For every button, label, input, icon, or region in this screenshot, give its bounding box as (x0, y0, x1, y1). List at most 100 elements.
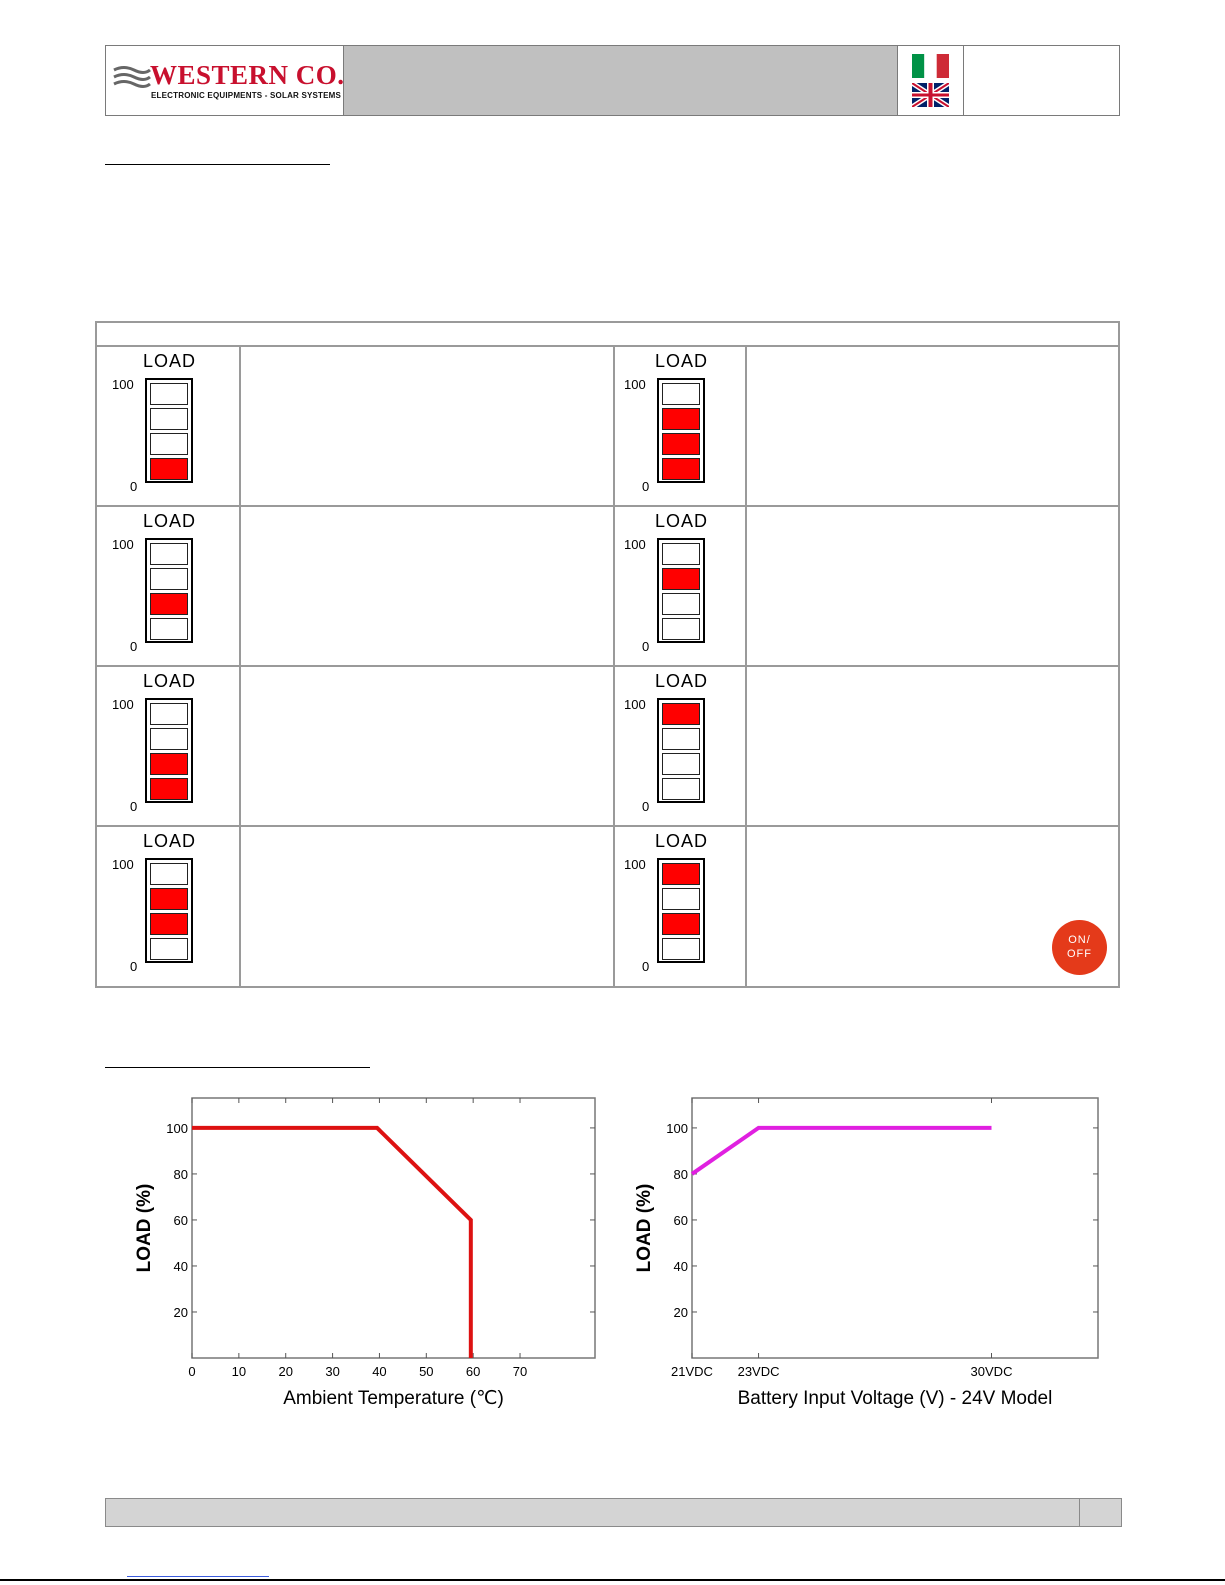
table-divider (97, 345, 1118, 347)
load-segment-lit (150, 593, 188, 615)
load-label: LOAD (655, 351, 709, 371)
scale-min-label: 0 (130, 639, 138, 654)
load-segment-off (150, 383, 188, 405)
load-gauge-cell: LOAD 100 0 (607, 825, 749, 983)
load-gauge-cell: LOAD 100 0 (95, 825, 237, 983)
load-segment-off (662, 543, 700, 565)
load-bar-gauge (145, 538, 193, 643)
on-off-button[interactable]: ON/ OFF (1052, 920, 1107, 975)
load-segment-off (662, 938, 700, 960)
scale-min-label: 0 (642, 959, 650, 974)
scale-max-label: 100 (624, 537, 646, 552)
y-tick-label: 100 (666, 1121, 688, 1136)
scale-max-label: 100 (624, 857, 646, 872)
y-tick-label: 40 (674, 1259, 688, 1274)
footer-link[interactable] (127, 1576, 269, 1577)
y-tick-label: 60 (174, 1213, 188, 1228)
load-gauge-cell: LOAD 100 0 (95, 505, 237, 663)
x-tick-label: 20 (278, 1364, 292, 1379)
load-segment-off (150, 543, 188, 565)
x-tick-label: 70 (513, 1364, 527, 1379)
load-segment-lit (662, 863, 700, 885)
load-segment-off (662, 888, 700, 910)
load-segment-off (662, 383, 700, 405)
scale-min-label: 0 (642, 799, 650, 814)
x-tick-label: 23VDC (738, 1364, 780, 1379)
plot-frame (691, 1097, 1099, 1359)
load-label: LOAD (655, 831, 709, 851)
company-logo: WESTERN CO. ELECTRONIC EQUIPMENTS - SOLA… (106, 46, 344, 115)
load-segment-lit (662, 433, 700, 455)
footer-divider (1079, 1498, 1080, 1527)
table-divider (613, 345, 615, 986)
load-segment-lit (150, 753, 188, 775)
load-bar-gauge (657, 378, 705, 483)
scale-max-label: 100 (112, 377, 134, 392)
load-gauge-cell: LOAD 100 0 (607, 505, 749, 663)
load-gauge-cell: LOAD 100 0 (607, 345, 749, 503)
flag-uk-icon[interactable] (912, 83, 949, 107)
scale-min-label: 0 (642, 639, 650, 654)
load-segment-off (150, 938, 188, 960)
load-segment-lit (150, 458, 188, 480)
y-tick-label: 60 (674, 1213, 688, 1228)
language-selector (898, 46, 964, 115)
table-divider (97, 505, 1118, 507)
x-tick-label: 60 (466, 1364, 480, 1379)
table-divider (97, 825, 1118, 827)
x-tick-label: 10 (232, 1364, 246, 1379)
load-bar-gauge (145, 378, 193, 483)
flag-italy-icon[interactable] (912, 54, 949, 78)
load-segment-off (662, 728, 700, 750)
load-segment-lit (150, 778, 188, 800)
x-tick-label: 50 (419, 1364, 433, 1379)
load-segment-lit (662, 913, 700, 935)
load-segment-off (150, 703, 188, 725)
scale-max-label: 100 (112, 857, 134, 872)
voltage-derating-chart: 20 40 60 80 100 21VDC 23VDC 30VDC Battery Input … (634, 1097, 1099, 1409)
y-tick-label: 20 (674, 1305, 688, 1320)
load-segment-off (662, 593, 700, 615)
load-segment-off (150, 408, 188, 430)
scale-max-label: 100 (624, 377, 646, 392)
load-segment-lit (150, 913, 188, 935)
on-off-label-line2: OFF (1067, 948, 1092, 960)
x-tick-label: 40 (372, 1364, 386, 1379)
load-segment-lit (662, 408, 700, 430)
load-bar-gauge (657, 858, 705, 963)
load-label: LOAD (143, 511, 197, 531)
y-tick-label: 80 (674, 1167, 688, 1182)
temperature-derating-chart: 20 40 60 80 100 0 10 20 30 40 50 60 70 Ambient Temper… (134, 1097, 596, 1409)
y-tick-label: 40 (174, 1259, 188, 1274)
scale-max-label: 100 (112, 537, 134, 552)
load-segment-off (150, 568, 188, 590)
load-segment-off (150, 863, 188, 885)
load-segment-lit (662, 703, 700, 725)
scale-min-label: 0 (642, 479, 650, 494)
on-off-label-line1: ON/ (1068, 934, 1091, 946)
plot-frame (191, 1097, 596, 1359)
header-page-cell (964, 46, 1119, 115)
document-header: WESTERN CO. ELECTRONIC EQUIPMENTS - SOLA… (105, 45, 1120, 116)
scale-min-label: 0 (130, 799, 138, 814)
x-axis-label: Ambient Temperature (℃) (283, 1388, 504, 1409)
logo-waves-icon (113, 66, 151, 88)
load-bar-gauge (145, 858, 193, 963)
x-axis-label: Battery Input Voltage (V) - 24V Model (738, 1388, 1053, 1409)
load-indicator-table (95, 321, 1120, 988)
load-bar-gauge (657, 698, 705, 803)
load-label: LOAD (655, 671, 709, 691)
table-divider (745, 345, 747, 986)
load-segment-off (150, 433, 188, 455)
y-tick-label: 80 (174, 1167, 188, 1182)
x-tick-label: 30 (325, 1364, 339, 1379)
load-segment-off (662, 778, 700, 800)
load-segment-off (662, 618, 700, 640)
load-gauge-cell: LOAD 100 0 (607, 665, 749, 823)
section-heading-underline (105, 164, 330, 165)
series-line (192, 1125, 473, 1358)
section-heading-underline (105, 1067, 370, 1068)
page-footer (105, 1498, 1122, 1527)
load-bar-gauge (145, 698, 193, 803)
header-title-area (344, 46, 898, 115)
